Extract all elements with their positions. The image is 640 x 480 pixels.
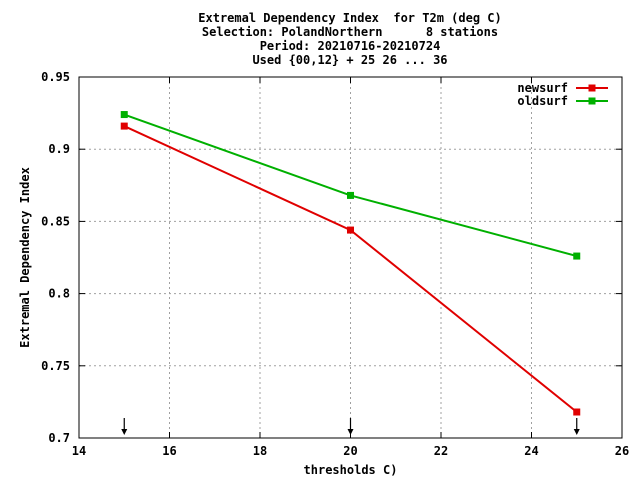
y-axis-label: Extremal Dependency Index bbox=[18, 167, 32, 348]
threshold-arrow-0 bbox=[121, 418, 128, 435]
x-tick-label-3: 20 bbox=[343, 444, 357, 458]
point-newsurf-2 bbox=[573, 408, 581, 416]
threshold-arrow-1 bbox=[347, 418, 354, 435]
x-tick-label-1: 16 bbox=[162, 444, 176, 458]
chart-title: Extremal Dependency Index for T2m (deg C… bbox=[198, 11, 501, 67]
y-tick-label-2: 0.8 bbox=[48, 287, 70, 301]
point-oldsurf-0 bbox=[120, 111, 128, 119]
point-newsurf-0 bbox=[120, 122, 128, 130]
legend-marker-newsurf bbox=[588, 84, 596, 92]
threshold-arrows bbox=[121, 418, 580, 435]
legend-label-newsurf: newsurf bbox=[517, 81, 568, 95]
y-tick-label-5: 0.95 bbox=[41, 70, 70, 84]
y-tick-label-3: 0.85 bbox=[41, 214, 70, 228]
grid bbox=[79, 77, 622, 438]
title-line-3: Period: 20210716-20210724 bbox=[260, 39, 441, 53]
x-tick-label-5: 24 bbox=[524, 444, 538, 458]
x-axis: 14 16 18 20 22 24 26 bbox=[72, 77, 629, 458]
y-axis: 0.7 0.75 0.8 0.85 0.9 0.95 bbox=[41, 70, 622, 445]
y-tick-label-0: 0.7 bbox=[48, 431, 70, 445]
series-line-oldsurf bbox=[123, 113, 578, 258]
legend-label-oldsurf: oldsurf bbox=[517, 94, 568, 108]
x-tick-label-6: 26 bbox=[615, 444, 629, 458]
title-line-2: Selection: PolandNorthern 8 stations bbox=[202, 25, 498, 39]
point-newsurf-1 bbox=[347, 226, 354, 234]
point-oldsurf-1 bbox=[347, 191, 354, 199]
point-oldsurf-2 bbox=[573, 252, 581, 260]
x-tick-label-0: 14 bbox=[72, 444, 86, 458]
legend-marker-oldsurf bbox=[588, 97, 596, 105]
x-tick-label-4: 22 bbox=[434, 444, 448, 458]
title-line-4: Used {00,12} + 25 26 ... 36 bbox=[252, 53, 447, 67]
series bbox=[120, 111, 581, 416]
threshold-arrow-2 bbox=[573, 418, 580, 435]
x-axis-label: thresholds C) bbox=[304, 463, 398, 477]
x-tick-label-2: 18 bbox=[253, 444, 267, 458]
y-tick-label-1: 0.75 bbox=[41, 359, 70, 373]
y-tick-label-4: 0.9 bbox=[48, 142, 70, 156]
title-line-1: Extremal Dependency Index for T2m (deg C… bbox=[198, 11, 501, 25]
